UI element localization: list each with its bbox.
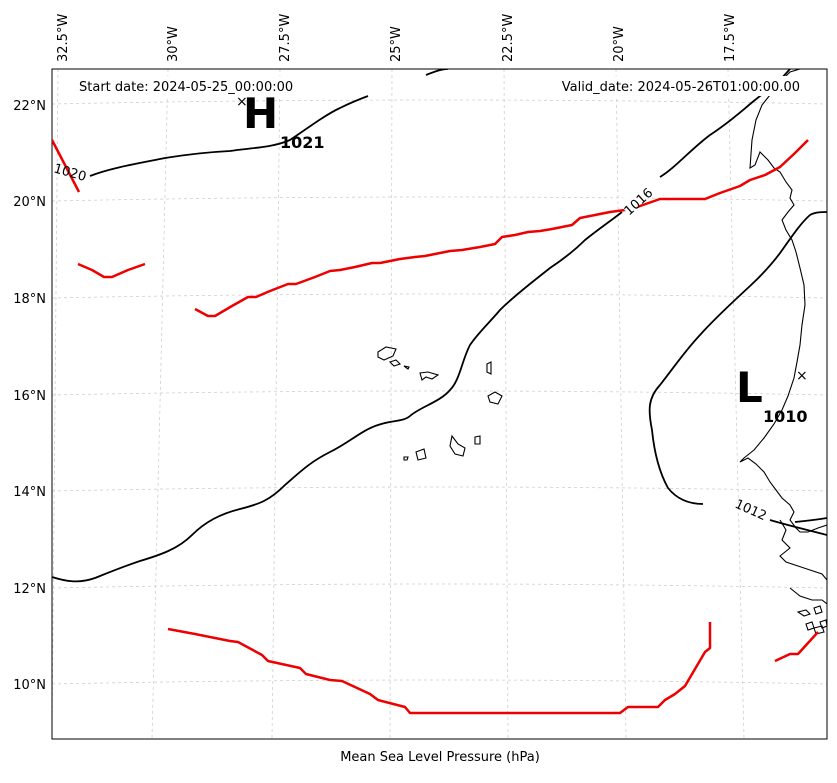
- map-caption: Mean Sea Level Pressure (hPa): [340, 750, 540, 765]
- front-southeast: [774, 631, 819, 663]
- meridian-27-5w: [271, 69, 281, 739]
- bijagos-islands: [796, 605, 827, 635]
- valid-date-text: Valid_date: 2024-05-26T01:00:00.00: [562, 80, 800, 95]
- parallel-10n: [52, 679, 827, 685]
- meridian-25w: [389, 69, 393, 739]
- island-boa-vista: [487, 391, 503, 405]
- latitude-labels: 22°N 20°N 18°N 16°N 14°N 12°N 10°N: [13, 99, 46, 693]
- parallel-22n: [52, 99, 827, 105]
- lon-label-17-5w: 17.5°W: [723, 14, 738, 62]
- isobar-1016-label-bg: [617, 178, 656, 215]
- low-pressure-value: 1010: [763, 407, 808, 426]
- valid-backdrop: [540, 76, 806, 96]
- island-maio: [474, 435, 481, 445]
- longitude-labels: 32.5°W 30°W 27.5°W 25°W 22.5°W 20°W 17.5…: [56, 14, 738, 62]
- isobar-1012: [648, 211, 827, 536]
- lon-label-32-5w: 32.5°W: [56, 14, 71, 62]
- lat-label-14n: 14°N: [13, 485, 46, 500]
- isobar-1016: [52, 69, 791, 583]
- lon-label-25w: 25°W: [389, 26, 404, 62]
- island-santiago: [449, 434, 466, 457]
- meridian-20w: [615, 69, 627, 739]
- isobar-1020-label: 1020: [52, 161, 88, 185]
- graticule: [52, 69, 827, 739]
- cape-verde-islands: [377, 346, 503, 461]
- isobar-1012-label: 1012: [732, 497, 768, 524]
- island-brava: [403, 456, 409, 461]
- island-sao-nicolau: [419, 371, 440, 381]
- map-frame: [51, 68, 828, 740]
- low-center-marker: ×: [796, 368, 808, 384]
- meridian-32-5w: [52, 69, 59, 739]
- meridian-17-5w: [727, 69, 745, 739]
- high-pressure-value: 1021: [280, 133, 325, 152]
- island-santa-luzia: [403, 365, 410, 370]
- parallel-12n: [52, 583, 827, 589]
- island-sal: [486, 361, 492, 375]
- lat-label-20n: 20°N: [13, 195, 46, 210]
- lat-label-12n: 12°N: [13, 582, 46, 597]
- parallel-16n: [52, 390, 827, 396]
- front-west-short: [77, 262, 146, 279]
- lon-label-30w: 30°W: [166, 26, 181, 62]
- front-south: [167, 622, 712, 715]
- meridian-30w: [151, 69, 169, 739]
- parallel-18n: [52, 293, 827, 299]
- front-central: [194, 139, 809, 318]
- island-santo-antao: [377, 346, 397, 361]
- parallel-14n: [52, 486, 827, 492]
- lat-label-22n: 22°N: [13, 99, 46, 114]
- lat-label-18n: 18°N: [13, 292, 46, 307]
- start-date-text: Start date: 2024-05-25_00:00:00: [79, 80, 293, 95]
- front-northwest: [52, 139, 81, 193]
- lon-label-20w: 20°W: [612, 26, 627, 62]
- lat-label-16n: 16°N: [13, 389, 46, 404]
- lon-label-22-5w: 22.5°W: [501, 14, 516, 62]
- low-letter: L: [736, 363, 763, 412]
- high-center-marker: ×: [236, 94, 248, 110]
- lon-label-27-5w: 27.5°W: [278, 14, 293, 62]
- lat-label-10n: 10°N: [13, 678, 46, 693]
- header-backdrop: [75, 76, 315, 96]
- meridian-22-5w: [503, 69, 509, 739]
- africa-coastline: [739, 69, 827, 605]
- island-fogo: [415, 448, 427, 461]
- parallel-20n: [52, 196, 827, 202]
- isobar-1020: [89, 69, 449, 177]
- island-sao-vicente: [388, 359, 402, 367]
- high-pressure-center: × H 1021: [236, 89, 325, 152]
- high-letter: H: [243, 89, 278, 138]
- low-pressure-center: × L 1010: [736, 363, 808, 426]
